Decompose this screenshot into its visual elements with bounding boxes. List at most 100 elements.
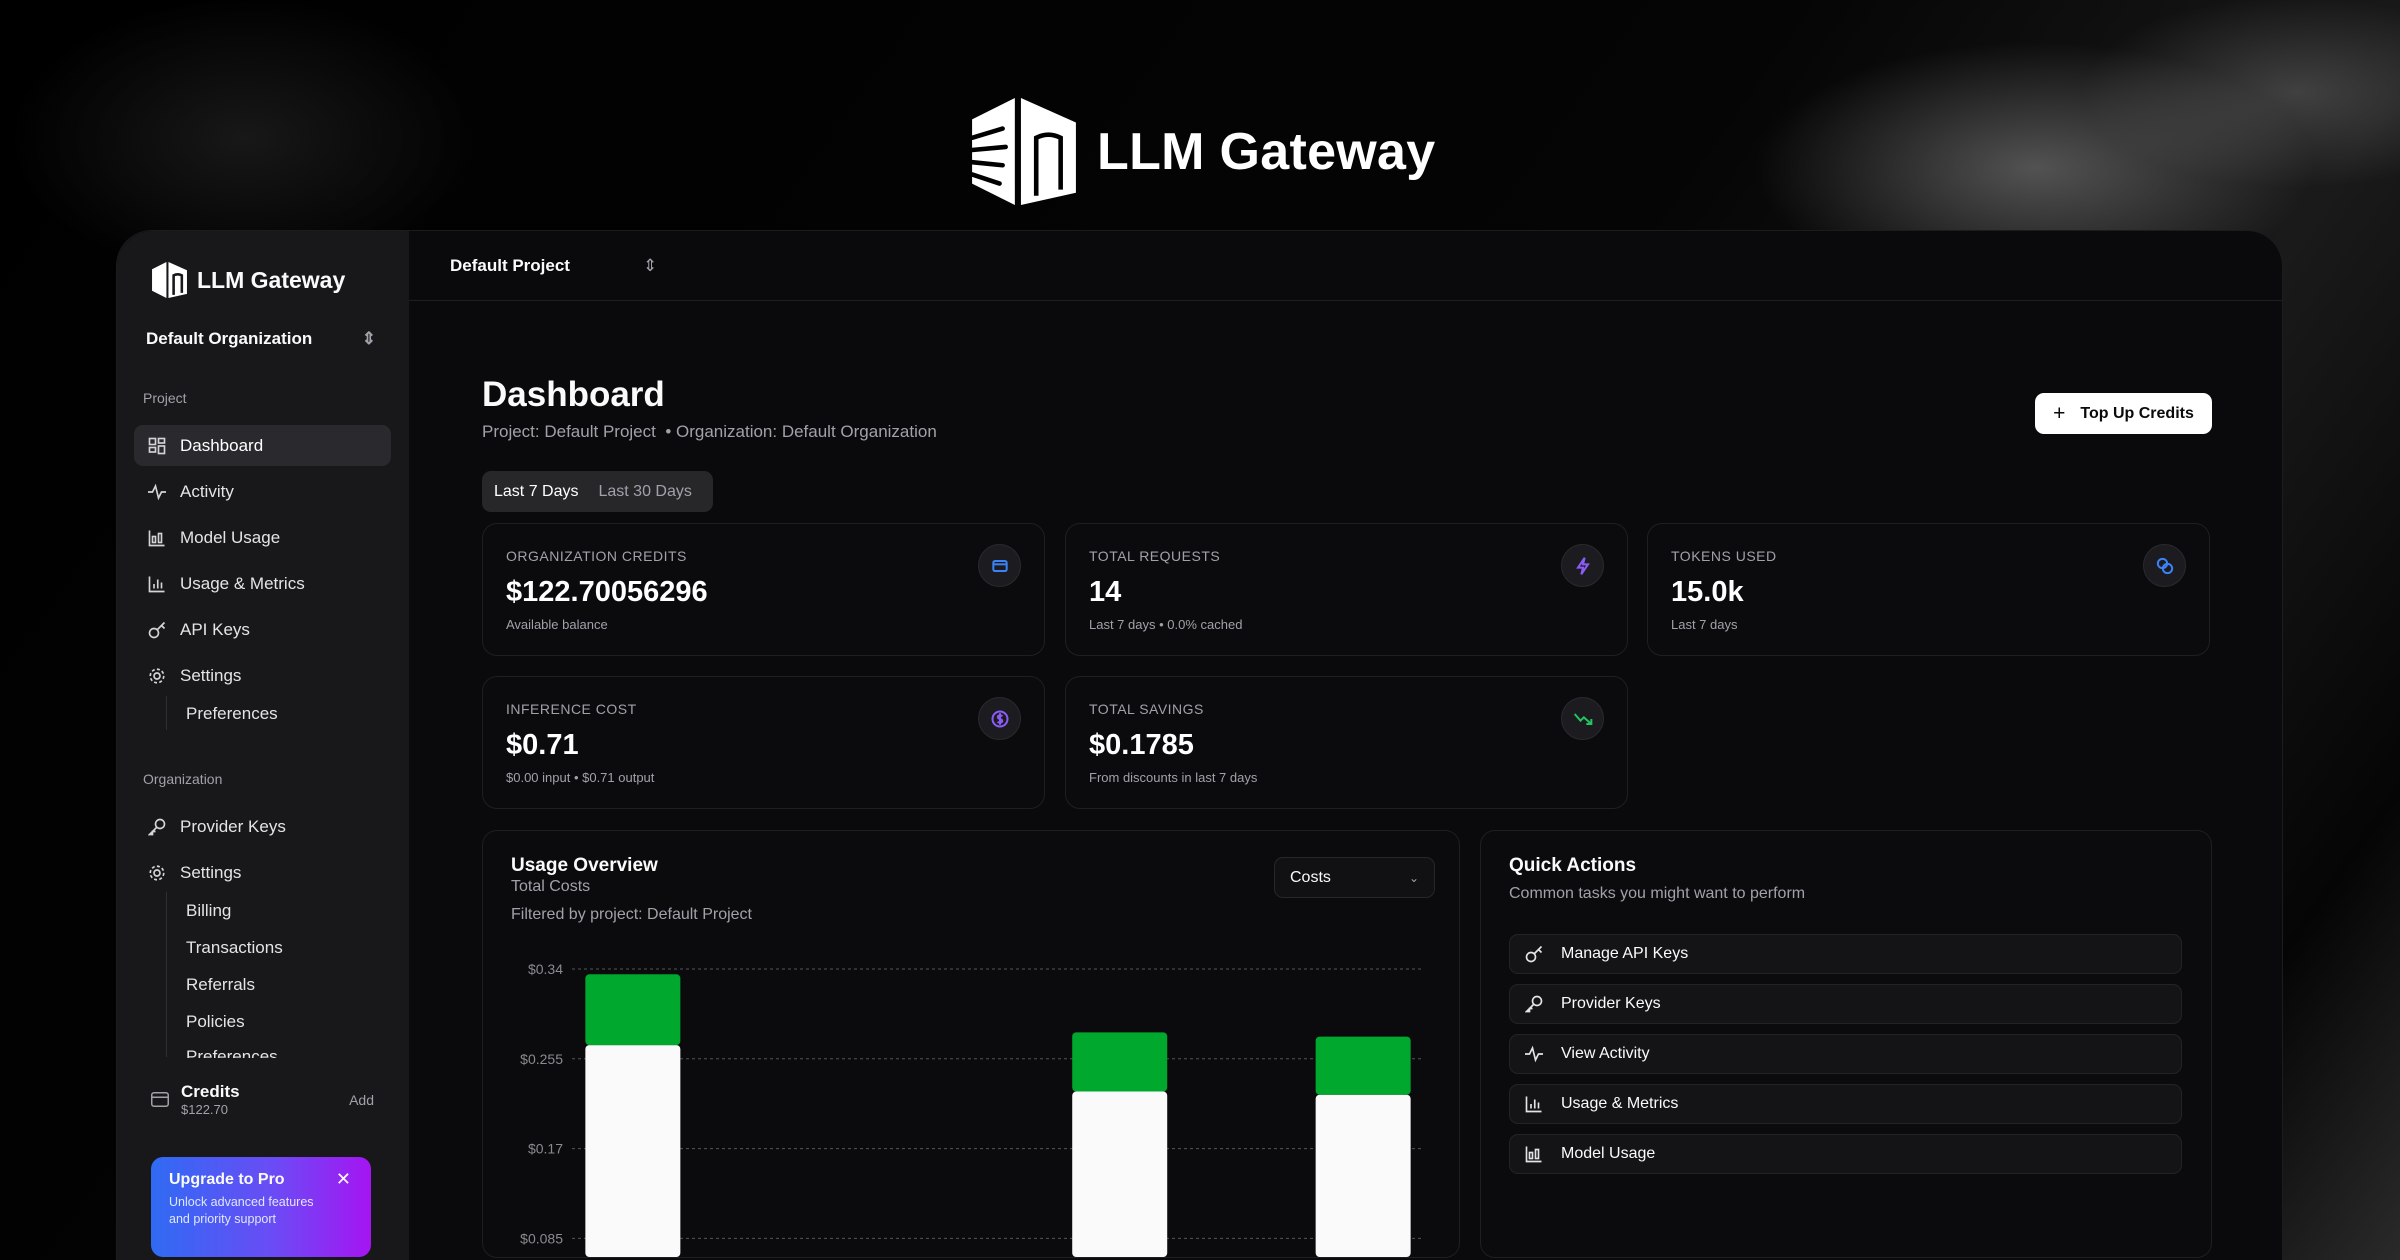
- sidebar-item-preferences[interactable]: Preferences: [186, 704, 278, 723]
- upgrade-text: Unlock advanced features and priority su…: [169, 1195, 314, 1226]
- hero-logo: LLM Gateway: [969, 95, 1435, 208]
- quick-action-model-usage[interactable]: Model Usage: [1509, 1134, 2182, 1174]
- organization-switcher[interactable]: Default Organization ⇕: [146, 329, 376, 349]
- chevrons-up-down-icon[interactable]: ⇕: [642, 255, 658, 275]
- upgrade-title: Upgrade to Pro: [169, 1171, 285, 1188]
- bar-segment-series-0[interactable]: [585, 1045, 681, 1257]
- stat-icon-badge: [978, 544, 1021, 587]
- sidebar-item-preferences-org[interactable]: Preferences: [186, 1047, 278, 1058]
- sidebar-item-referrals[interactable]: Referrals: [186, 975, 255, 994]
- top-up-label: Top Up Credits: [2080, 404, 2194, 422]
- sidebar-item-transactions[interactable]: Transactions: [186, 938, 283, 957]
- sidebar-item-settings[interactable]: Settings: [134, 655, 391, 696]
- sidebar-item-activity[interactable]: Activity: [134, 471, 391, 512]
- stat-icon-badge: [1561, 697, 1604, 740]
- stat-icon-badge: [1561, 544, 1604, 587]
- usage-subtitle: Total Costs: [511, 878, 591, 895]
- quick-action-provider-keys[interactable]: Provider Keys: [1509, 984, 2182, 1024]
- quick-action-label: Provider Keys: [1561, 995, 1661, 1012]
- stat-label: INFERENCE COST: [506, 701, 637, 717]
- bar-segment-series-1[interactable]: [585, 974, 681, 1046]
- sidebar-item-model-usage[interactable]: Model Usage: [134, 517, 391, 558]
- stat-description: From discounts in last 7 days: [1089, 770, 1258, 785]
- metric-select-value: Costs: [1290, 868, 1331, 886]
- stat-value: 14: [1089, 576, 1122, 608]
- tab-last-30-days[interactable]: Last 30 Days: [598, 482, 692, 500]
- sidebar-item-label: Dashboard: [180, 435, 264, 455]
- hero-title: LLM Gateway: [1097, 122, 1436, 181]
- dollar-circle-icon: [991, 710, 1008, 727]
- stat-card-tokens-used: TOKENS USED 15.0k Last 7 days: [1647, 523, 2210, 656]
- quick-actions-title: Quick Actions: [1509, 855, 1637, 876]
- sidebar-item-policies[interactable]: Policies: [186, 1012, 245, 1031]
- app-window: LLM Gateway Default Organization ⇕ Projec…: [116, 230, 2283, 1260]
- y-tick-label: $0.255: [520, 1051, 563, 1067]
- stat-card-total-requests: TOTAL REQUESTS 14 Last 7 days • 0.0% cac…: [1065, 523, 1628, 656]
- key-icon: [148, 621, 166, 638]
- sidebar-item-api-keys[interactable]: API Keys: [134, 609, 391, 650]
- bar-segment-series-1[interactable]: [1315, 1036, 1411, 1095]
- sidebar-item-label: Usage & Metrics: [180, 573, 305, 593]
- bar-chart-icon: [1525, 1146, 1542, 1163]
- stat-label: TOTAL REQUESTS: [1089, 548, 1221, 564]
- stat-card-inference-cost: INFERENCE COST $0.71 $0.00 input • $0.71…: [482, 676, 1045, 809]
- stat-label: ORGANIZATION CREDITS: [506, 548, 687, 564]
- close-icon[interactable]: ✕: [335, 1169, 351, 1189]
- plus-icon: +: [2053, 401, 2066, 425]
- top-up-credits-button[interactable]: + Top Up Credits: [2035, 393, 2212, 434]
- usage-chart: $0.34 $0.255 $0.17 $0.085: [520, 961, 1424, 1257]
- chevron-down-icon: ⌄: [1408, 870, 1419, 885]
- date-range-tabs: Last 7 Days Last 30 Days: [482, 471, 713, 512]
- project-switcher[interactable]: Default Project: [450, 255, 570, 275]
- y-tick-label: $0.34: [528, 961, 563, 977]
- stat-description: Last 7 days: [1671, 617, 1738, 632]
- sidebar: LLM Gateway Default Organization ⇕ Projec…: [117, 231, 409, 1260]
- y-tick-label: $0.17: [528, 1141, 563, 1157]
- main-content: Dashboard Project: Default Project • Org…: [409, 303, 2282, 1260]
- quick-action-manage-api-keys[interactable]: Manage API Keys: [1509, 934, 2182, 974]
- gear-icon: [149, 667, 165, 684]
- upgrade-card[interactable]: Upgrade to Pro Unlock advanced features …: [151, 1157, 371, 1257]
- stat-description: Last 7 days • 0.0% cached: [1089, 617, 1243, 632]
- stat-description: Available balance: [506, 617, 608, 632]
- bar-segment-series-1[interactable]: [1072, 1032, 1168, 1092]
- zap-icon: [1575, 556, 1590, 575]
- sidebar-item-label: Settings: [180, 862, 242, 882]
- page-subtitle: Project: Default Project • Organization:…: [482, 422, 937, 442]
- topbar: Default Project ⇕: [409, 231, 2282, 301]
- subtitle-org: • Organization: Default Organization: [665, 422, 937, 441]
- chart-icon: [1525, 1096, 1542, 1113]
- trending-down-icon: [1573, 712, 1592, 725]
- stat-value: $0.1785: [1089, 729, 1194, 761]
- sidebar-item-billing[interactable]: Billing: [186, 901, 232, 920]
- key-icon: [1525, 945, 1543, 963]
- organization-name: Default Organization: [146, 329, 313, 348]
- stat-card-organization-credits: ORGANIZATION CREDITS $122.70056296 Avail…: [482, 523, 1045, 656]
- sidebar-logo[interactable]: LLM Gateway: [151, 261, 345, 299]
- stat-value: $0.71: [506, 729, 579, 761]
- bar-segment-series-0[interactable]: [1315, 1094, 1411, 1257]
- bar-segment-series-0[interactable]: [1072, 1091, 1168, 1257]
- stat-icon-badge: [978, 697, 1021, 740]
- sidebar-item-dashboard[interactable]: Dashboard: [134, 425, 391, 466]
- key-round-icon: [148, 818, 166, 835]
- credit-card-icon: [991, 559, 1008, 572]
- usage-filter: Filtered by project: Default Project: [511, 906, 752, 923]
- quick-action-label: View Activity: [1561, 1045, 1650, 1062]
- sidebar-item-label: Settings: [180, 665, 242, 685]
- sidebar-item-usage-metrics[interactable]: Usage & Metrics: [134, 563, 391, 604]
- sidebar-item-org-settings[interactable]: Settings: [134, 852, 391, 893]
- quick-actions-card: Quick Actions Common tasks you might wan…: [1480, 830, 2212, 1258]
- quick-action-view-activity[interactable]: View Activity: [1509, 1034, 2182, 1074]
- metric-select[interactable]: Costs ⌄: [1274, 857, 1435, 898]
- grid-icon: [148, 437, 166, 454]
- add-credits-button[interactable]: Add: [349, 1091, 374, 1108]
- key-round-icon: [1525, 995, 1543, 1013]
- sidebar-item-label: Model Usage: [180, 527, 281, 547]
- tab-last-7-days[interactable]: Last 7 Days: [494, 482, 579, 500]
- quick-action-usage-metrics[interactable]: Usage & Metrics: [1509, 1084, 2182, 1124]
- sidebar-item-label: Provider Keys: [180, 816, 286, 836]
- sidebar-logo-text: LLM Gateway: [197, 266, 346, 293]
- sidebar-item-org-provider-keys[interactable]: Provider Keys: [134, 806, 391, 847]
